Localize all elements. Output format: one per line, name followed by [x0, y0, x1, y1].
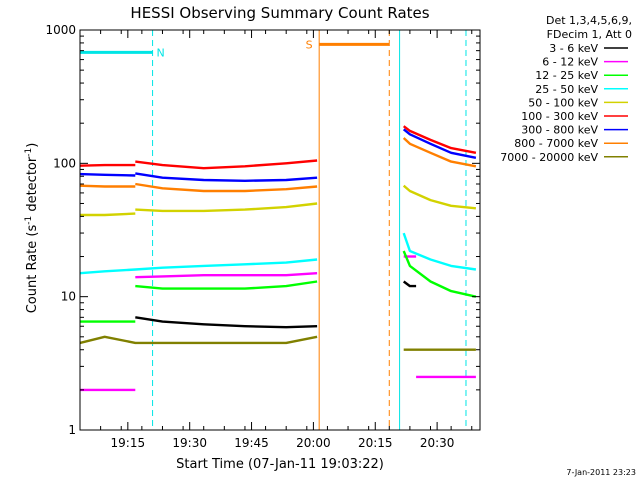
legend-header-line-2: FDecim 1, Att 0	[547, 28, 632, 41]
x-axis-label: Start Time (07-Jan-11 19:03:22)	[176, 457, 384, 472]
legend-entry-label: 3 - 6 keV	[549, 42, 598, 55]
y-tick-label: 10	[61, 290, 76, 304]
x-tick-label: 19:30	[172, 436, 207, 450]
x-tick-label: 20:30	[420, 436, 455, 450]
series-line-7-2	[402, 137, 477, 168]
series-line-4-2	[402, 184, 477, 210]
x-tick-label: 20:00	[296, 436, 331, 450]
series-line-6-1	[135, 172, 318, 183]
series-line-5-2	[402, 125, 477, 154]
flag-label: S	[306, 38, 313, 51]
series-line-0-1	[402, 280, 417, 288]
series-line-6-2	[402, 128, 477, 159]
series-line-4-0	[80, 212, 136, 217]
x-tick-label: 20:15	[358, 436, 393, 450]
legend-entry-label: 100 - 300 keV	[521, 110, 598, 123]
series-line-4-1	[135, 202, 318, 213]
series-line-3-0	[79, 258, 318, 275]
legend-entry-label: 7000 - 20000 keV	[500, 151, 598, 164]
series-line-2-1	[135, 280, 318, 290]
series-line-3-1	[402, 232, 477, 271]
chart-title: HESSI Observing Summary Count Rates	[130, 4, 429, 22]
legend-entry-label: 25 - 50 keV	[535, 83, 598, 96]
legend-entry-label: 800 - 7000 keV	[514, 137, 598, 150]
axes: 1 10 100 1000 19:15 19:30 19:45 20:00 20:15 20:30	[45, 23, 481, 450]
series-line-7-0	[79, 184, 136, 188]
series-line-0-0	[135, 316, 318, 329]
x-tick-label: 19:15	[111, 436, 146, 450]
series-line-7-1	[135, 182, 318, 193]
series-line-6-0	[79, 172, 136, 177]
y-tick-label: 100	[53, 156, 76, 170]
series-line-1-1	[135, 272, 318, 279]
legend-entry-label: 12 - 25 keV	[535, 69, 598, 82]
y-tick-label: 1000	[45, 23, 76, 37]
legend-entry-label: 50 - 100 keV	[528, 96, 598, 109]
flag-label: N	[156, 46, 164, 59]
y-tick-label: 1	[68, 423, 76, 437]
timestamp: 7-Jan-2011 23:23	[566, 468, 636, 477]
y-axis-label: Count Rate (s-1 detector-1)	[24, 143, 40, 314]
flag-markers: NS	[79, 30, 467, 430]
legend: Det 1,3,4,5,6,9, FDecim 1, Att 0 3 - 6 k…	[500, 14, 632, 164]
legend-header-line-1: Det 1,3,4,5,6,9,	[546, 14, 632, 27]
series-line-5-1	[135, 159, 318, 170]
legend-entry-label: 300 - 800 keV	[521, 124, 598, 137]
series-line-8-0	[79, 335, 318, 345]
series-line-5-0	[79, 163, 136, 167]
plot-frame	[79, 29, 481, 431]
x-tick-label: 19:45	[234, 436, 269, 450]
series-line-2-2	[402, 250, 477, 298]
legend-entry-label: 6 - 12 keV	[542, 56, 598, 69]
series-lines	[79, 125, 477, 392]
